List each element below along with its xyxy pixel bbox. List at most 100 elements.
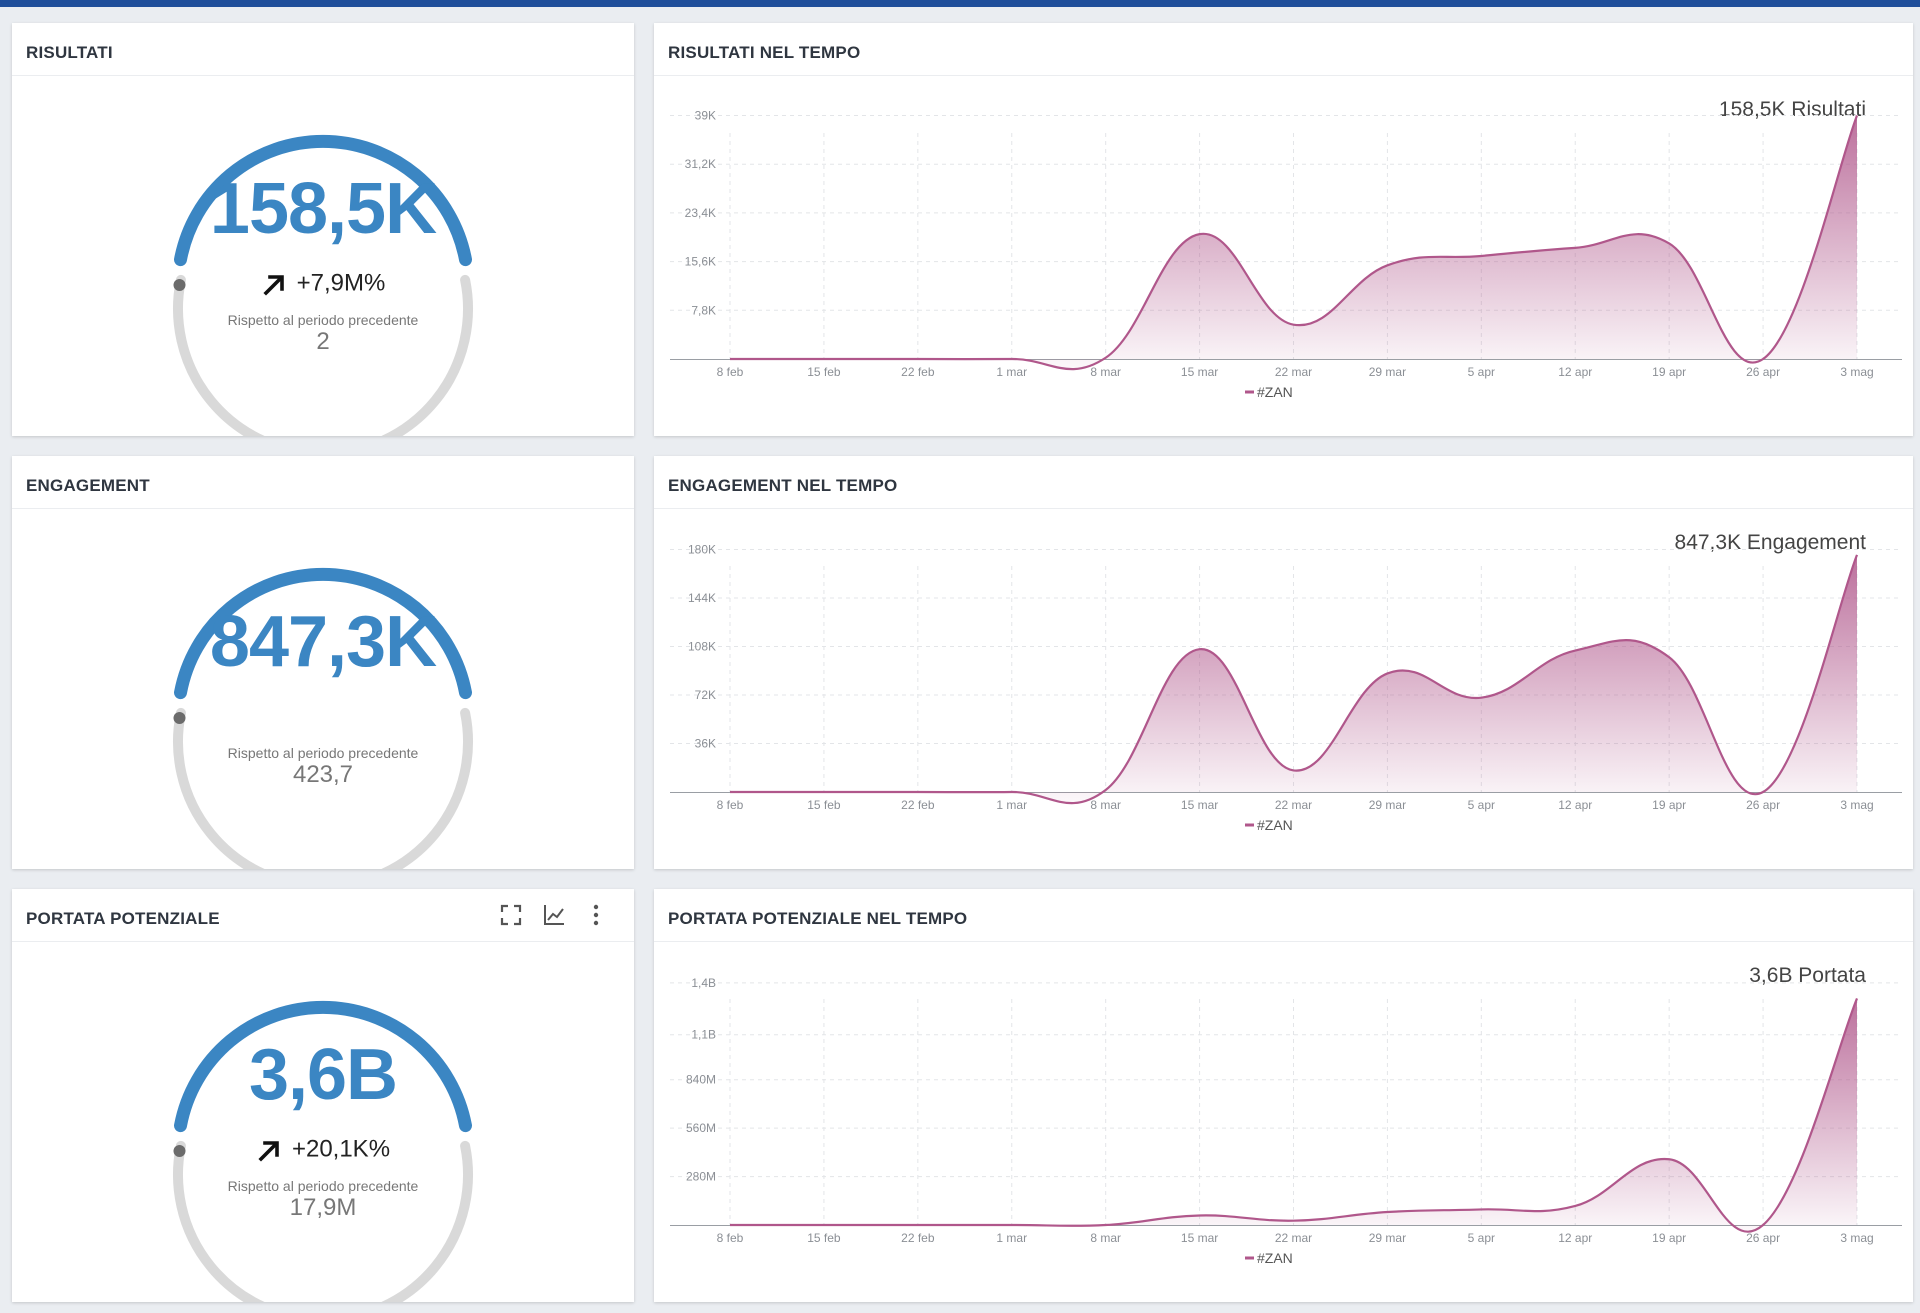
x-tick-label: 8 feb [717,365,744,379]
chart-panel-portata: PORTATA POTENZIALE NEL TEMPO 3,6B Portat… [654,889,1913,1302]
y-tick-label: 31,2K [685,157,716,171]
x-tick-label: 5 apr [1468,798,1495,812]
y-tick-label: 180K [688,542,716,556]
x-tick-label: 1 mar [996,1231,1027,1245]
legend-label: #ZAN [1257,1250,1293,1266]
x-tick-label: 3 mag [1840,365,1873,379]
x-tick-label: 29 mar [1369,365,1406,379]
x-tick-label: 8 mar [1090,365,1121,379]
x-tick-label: 22 mar [1275,798,1312,812]
x-tick-label: 29 mar [1369,1231,1406,1245]
x-tick-label: 3 mag [1840,1231,1873,1245]
fullscreen-icon[interactable] [497,901,525,929]
y-tick-label: 15,6K [685,255,716,269]
x-tick-label: 15 mar [1181,1231,1218,1245]
series-line [730,115,1859,371]
gauge-fill [174,567,472,700]
x-tick-label: 1 mar [996,365,1027,379]
compare-label: Rispetto al periodo precedente [227,1178,419,1194]
kpi-delta: +20,1K% [12,1135,634,1164]
gauge-marker [173,279,186,291]
legend-label: #ZAN [1257,384,1293,400]
x-tick-label: 12 apr [1558,1231,1592,1245]
x-tick-label: 8 mar [1090,1231,1121,1245]
y-tick-label: 144K [688,591,716,605]
panel-title: RISULTATI NEL TEMPO [668,43,861,62]
x-tick-label: 22 feb [901,365,935,379]
gauge [173,134,473,436]
x-tick-label: 15 mar [1181,798,1218,812]
x-tick-label: 19 apr [1652,798,1686,812]
arrow-up-right-icon [263,274,284,296]
more-vertical-icon[interactable] [582,901,610,929]
kpi-value: 3,6B [248,1035,398,1115]
panel-header: ENGAGEMENT NEL TEMPO [654,456,1913,509]
x-tick-label: 8 mar [1090,798,1121,812]
panel-header: PORTATA POTENZIALE [12,889,634,942]
line-chart-icon[interactable] [540,901,568,929]
series-area [730,554,1857,804]
panel-title: RISULTATI [26,43,113,62]
chart-total-label: 847,3K Engagement [1674,531,1866,554]
kpi-panel-portata: PORTATA POTENZIALE 3,6B +20,1K% Rispetto… [12,889,634,1302]
gauge [173,1000,473,1302]
kpi-delta-text: +7,9M% [296,269,386,297]
gauge-fill [174,1000,472,1133]
x-tick-label: 3 mag [1840,798,1873,812]
x-tick-label: 22 feb [901,798,935,812]
y-tick-label: 280M [686,1170,716,1184]
y-tick-label: 36K [695,736,716,750]
x-tick-label: 15 feb [807,365,841,379]
x-tick-label: 29 mar [1369,798,1406,812]
gauge-track [173,274,473,436]
gauge-marker [173,1145,186,1157]
kpi-panel-engagement: ENGAGEMENT 847,3K Rispetto al periodo pr… [12,456,634,869]
y-tick-label: 560M [686,1121,716,1135]
x-tick-label: 26 apr [1746,798,1780,812]
x-tick-label: 22 mar [1275,365,1312,379]
x-tick-label: 5 apr [1468,365,1495,379]
kpi-value: 158,5K [209,169,437,249]
x-tick-label: 22 mar [1275,1231,1312,1245]
x-tick-label: 26 apr [1746,1231,1780,1245]
y-tick-label: 1,4B [691,976,716,990]
y-tick-label: 108K [688,639,716,653]
x-tick-label: 1 mar [996,798,1027,812]
x-tick-label: 8 feb [717,1231,744,1245]
chart-total-label: 158,5K Risultati [1718,98,1866,121]
x-tick-label: 26 apr [1746,365,1780,379]
gauge [173,567,473,869]
x-tick-label: 19 apr [1652,365,1686,379]
compare-value: 17,9M [289,1194,357,1221]
gauge-track [173,707,473,869]
y-tick-label: 840M [686,1073,716,1087]
panel-title: PORTATA POTENZIALE [26,909,220,928]
legend-label: #ZAN [1257,817,1293,833]
panel-header: RISULTATI [12,23,634,76]
x-tick-label: 19 apr [1652,1231,1686,1245]
y-tick-label: 39K [695,108,716,122]
panel-title: PORTATA POTENZIALE NEL TEMPO [668,909,968,928]
gauge-fill [174,134,472,267]
compare-value: 423,7 [292,761,354,788]
area-chart: 280M 560M 840M 1,1B 1,4B 8 feb 15 feb 22 feb 1 m… [670,976,1902,1266]
kpi-delta: +7,9M% [12,269,634,298]
x-tick-label: 12 apr [1558,365,1592,379]
top-bar [0,0,1920,7]
kpi-delta-text: +20,1K% [291,1135,391,1163]
panel-header: ENGAGEMENT [12,456,634,509]
x-tick-label: 15 feb [807,1231,841,1245]
gauge-marker [173,712,186,724]
x-tick-label: 8 feb [717,798,744,812]
gauge-track [173,1140,473,1302]
arrow-up-right-icon [258,1140,279,1162]
compare-label: Rispetto al periodo precedente [227,745,419,761]
x-tick-label: 15 feb [807,798,841,812]
x-tick-label: 12 apr [1558,798,1592,812]
y-tick-label: 72K [695,688,716,702]
panel-tools [487,901,610,929]
series-area [730,115,1857,370]
y-tick-label: 1,1B [691,1028,716,1042]
area-chart: 7,8K 15,6K 23,4K 31,2K 39K 8 feb 15 feb 22 feb 1… [670,108,1902,400]
y-tick-label: 23,4K [685,206,716,220]
